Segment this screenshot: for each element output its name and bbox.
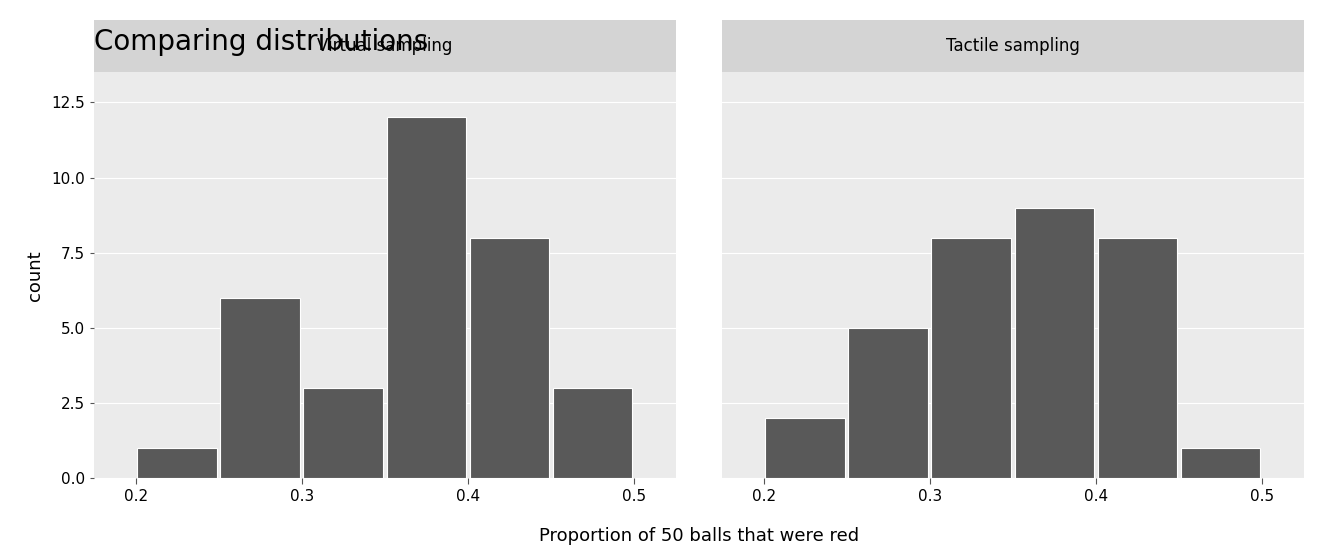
- Bar: [1015, 207, 1094, 478]
- Bar: [137, 448, 216, 478]
- Bar: [220, 298, 300, 478]
- Bar: [1181, 448, 1261, 478]
- Bar: [552, 388, 633, 478]
- Bar: [848, 328, 929, 478]
- Bar: [765, 418, 845, 478]
- Bar: [304, 388, 383, 478]
- Bar: [1098, 237, 1177, 478]
- Bar: [931, 237, 1011, 478]
- Text: Comparing distributions: Comparing distributions: [94, 28, 429, 56]
- Bar: [387, 117, 466, 478]
- Text: Proportion of 50 balls that were red: Proportion of 50 balls that were red: [539, 527, 859, 545]
- Y-axis label: count: count: [27, 250, 44, 301]
- Bar: [469, 237, 550, 478]
